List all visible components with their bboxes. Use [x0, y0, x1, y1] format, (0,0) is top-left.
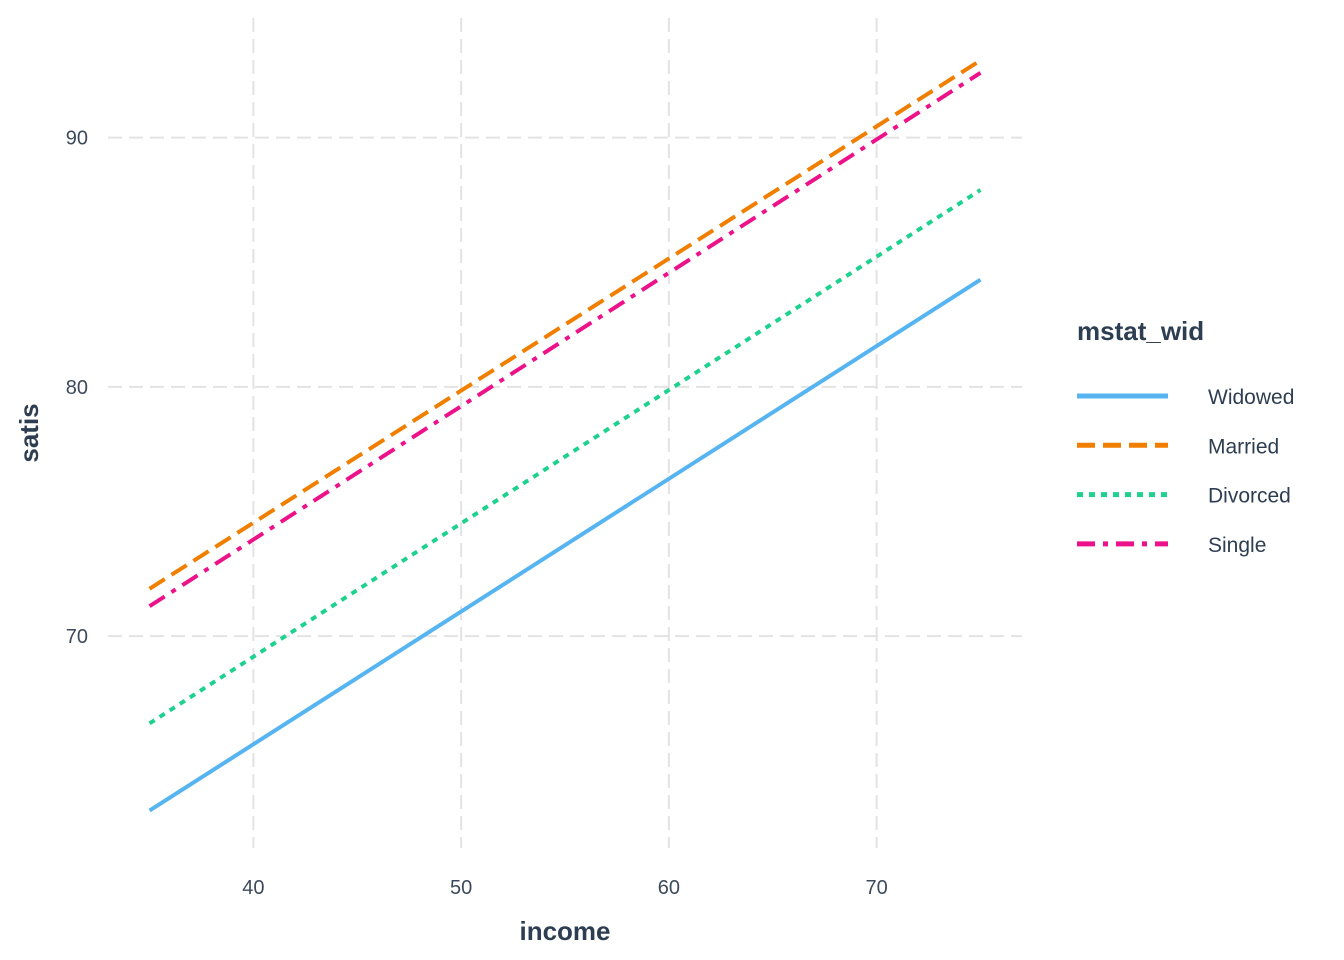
- x-axis-title: income: [519, 916, 610, 946]
- y-axis-ticks: 70 80 90: [66, 128, 88, 648]
- legend-label: Widowed: [1208, 386, 1294, 409]
- x-tick-label: 70: [865, 877, 887, 899]
- series-line-widowed: [148, 278, 982, 813]
- legend-label: Single: [1208, 534, 1266, 557]
- legend: mstat_wid Widowed Married Divorced Single: [1077, 316, 1294, 557]
- y-tick-label: 80: [66, 377, 88, 399]
- x-tick-label: 50: [450, 877, 472, 899]
- series-lines: [148, 58, 982, 813]
- series-line-married: [148, 58, 982, 591]
- legend-title: mstat_wid: [1077, 316, 1204, 346]
- legend-label: Divorced: [1208, 485, 1291, 508]
- x-tick-label: 40: [242, 877, 264, 899]
- series-line-single: [148, 71, 982, 608]
- legend-item-divorced: Divorced: [1077, 485, 1291, 508]
- x-tick-label: 60: [658, 877, 680, 899]
- y-tick-label: 90: [66, 128, 88, 150]
- y-axis-title: satis: [14, 403, 44, 462]
- legend-item-widowed: Widowed: [1077, 386, 1294, 409]
- legend-item-single: Single: [1077, 534, 1266, 557]
- legend-item-married: Married: [1077, 435, 1279, 458]
- legend-label: Married: [1208, 435, 1279, 458]
- y-tick-label: 70: [66, 626, 88, 648]
- series-line-divorced: [148, 188, 982, 726]
- x-axis-ticks: 40 50 60 70: [242, 877, 887, 899]
- legend-items: Widowed Married Divorced Single: [1077, 386, 1294, 557]
- grid-lines: [108, 18, 1022, 848]
